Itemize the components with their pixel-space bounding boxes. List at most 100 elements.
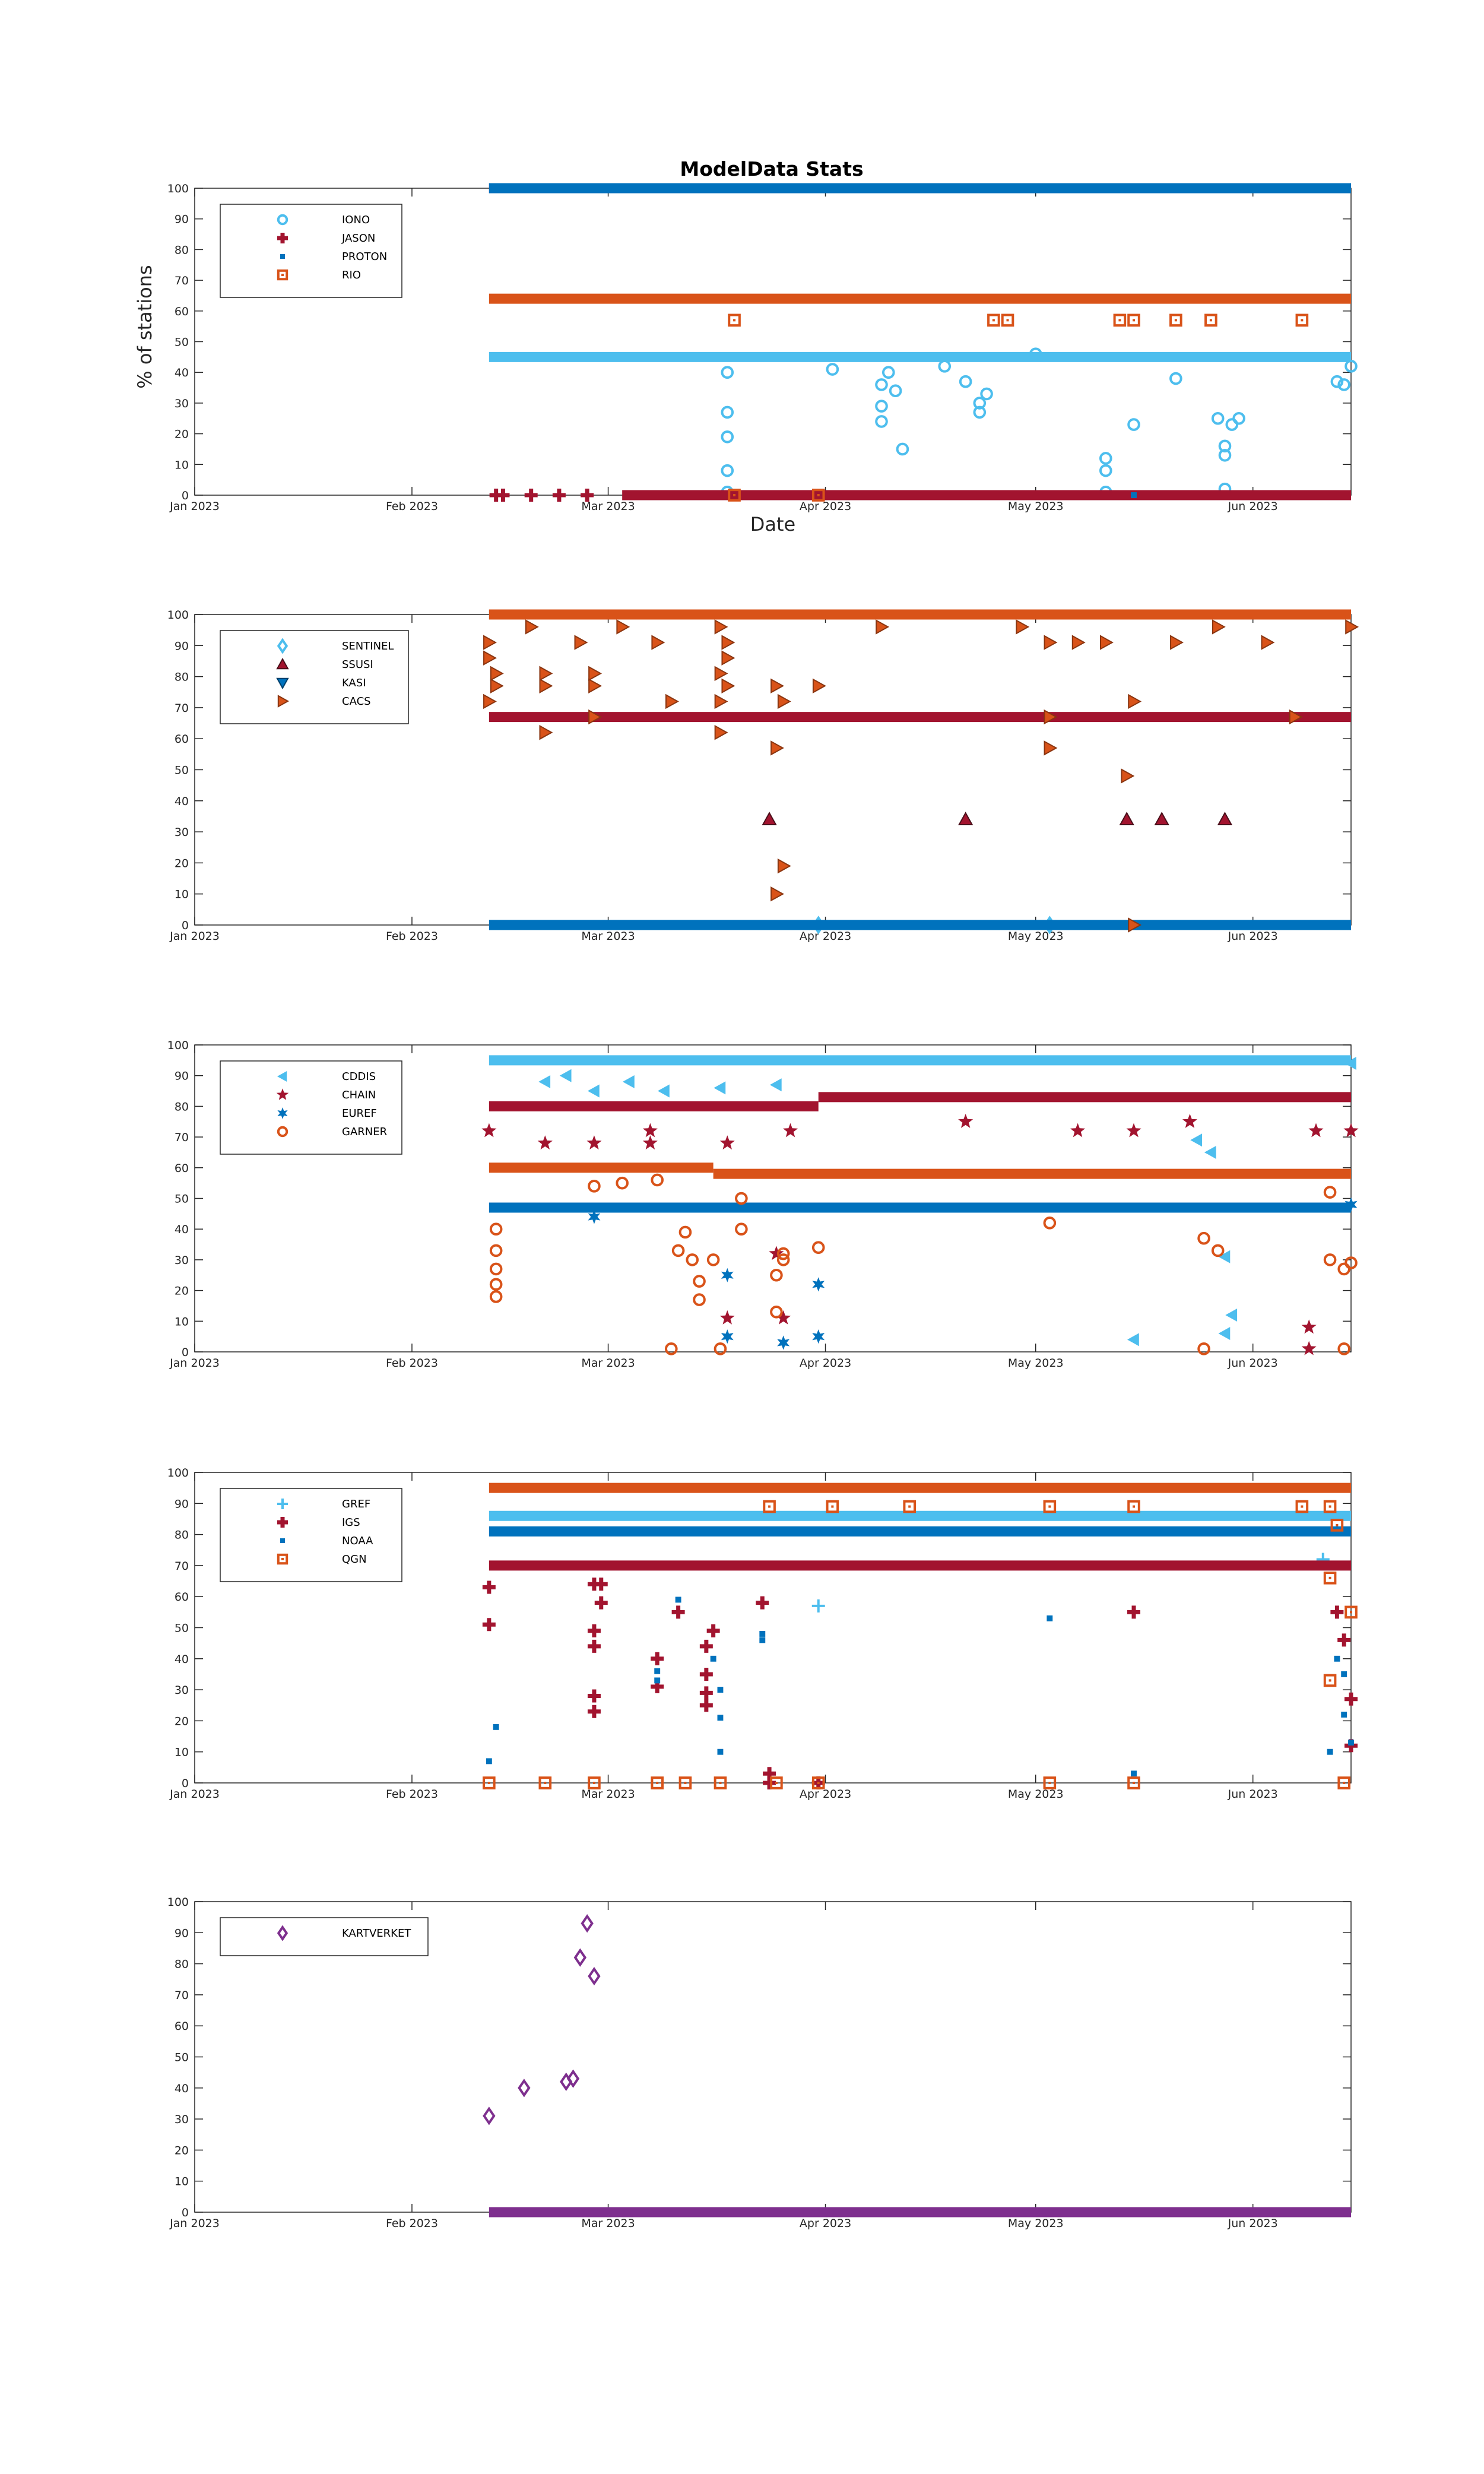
data-point [728,313,741,327]
data-point [770,1268,783,1282]
legend-label: JASON [341,232,375,245]
data-point [587,1639,601,1653]
data-point [1128,917,1142,933]
data-point [721,464,734,477]
data-point [777,858,791,874]
data-point [826,1500,839,1513]
y-tick-label: 100 [167,1896,189,1909]
plot-area [483,609,1359,935]
y-tick-label: 30 [175,1684,189,1697]
data-point [1016,619,1030,635]
data-point [811,1776,825,1789]
data-point [714,1081,726,1095]
data-point [483,635,497,650]
legend: KARTVERKET [220,1917,429,1956]
data-point [1043,1776,1057,1789]
legend: SENTINEL SSUSI KASI CACS [220,630,409,724]
data-point [654,1668,661,1674]
x-tick-label: Mar 2023 [581,1788,635,1801]
data-point [1337,1633,1351,1647]
data-point [1070,1123,1086,1138]
data-point [717,1715,724,1721]
plot-area [483,1914,1351,2218]
data-point [525,619,539,635]
data-point [622,1075,635,1089]
data-point [889,384,902,398]
legend-label: QGN [342,1553,367,1566]
series-garner [489,1162,1358,1355]
y-tick-label: 20 [175,857,189,870]
data-point [735,1192,748,1205]
data-point [714,666,728,682]
data-point [483,2106,496,2125]
legend-label: RIO [342,269,361,281]
y-tick-label: 100 [167,609,189,622]
data-point [588,678,603,693]
data-point [642,1123,658,1138]
y-tick-label: 20 [175,1285,189,1298]
y-tick-label: 90 [175,1927,189,1940]
y-tick-label: 20 [175,428,189,441]
data-point [483,1776,496,1789]
data-point [1348,1740,1354,1746]
data-point [1212,619,1226,635]
data-point [616,1176,629,1190]
plot-area [481,1055,1359,1355]
data-point [1218,439,1232,453]
data-point [776,1253,790,1266]
data-point [482,1618,496,1632]
y-axis-label: % of stations [134,265,156,388]
series-proton [489,183,1351,498]
data-point [770,740,784,756]
data-point [489,1222,503,1236]
data-point [538,1075,551,1089]
y-tick-label: 100 [167,1466,189,1480]
data-point [1327,1748,1333,1755]
data-point [1121,768,1135,784]
data-point [735,1222,748,1236]
legend-label: CACS [342,695,371,708]
data-point [671,1605,685,1619]
data-point [588,1966,601,1986]
data-point [1197,1342,1210,1355]
data-point [588,709,603,725]
data-point [588,1209,601,1224]
plot-area [489,183,1358,502]
data-point [539,725,553,740]
data-point [489,1262,503,1276]
data-point [581,489,594,502]
figure-title: ModelData Stats [680,157,863,180]
x-tick-label: Feb 2023 [386,500,438,513]
y-tick-label: 50 [175,2051,189,2064]
legend-label: IGS [342,1516,360,1529]
legend-label: CDDIS [342,1070,376,1083]
series-cacs [483,609,1359,933]
legend-label: KARTVERKET [342,1927,411,1940]
x-tick-label: Jan 2023 [169,930,220,943]
data-point [699,1667,713,1681]
data-point [777,1335,790,1350]
data-point [769,1078,782,1092]
data-point [594,1596,608,1610]
series-kartverket [483,1914,1351,2218]
data-point [586,1135,602,1150]
panel-2: 0 10 20 30 40 50 60 70 80 90 100 Jan 2023 Feb 2023 Ma… [167,609,1359,943]
legend-marker [277,214,288,226]
legend-marker [276,677,289,690]
data-point [1289,709,1303,725]
data-point [671,1244,685,1257]
y-tick-label: 60 [175,733,189,746]
y-tick-label: 80 [175,671,189,684]
data-point [875,415,888,428]
data-point [1113,313,1127,327]
x-tick-label: Apr 2023 [800,930,851,943]
data-point [706,1624,720,1637]
data-point [1211,1244,1225,1257]
data-point [642,1135,658,1150]
data-point [903,1500,917,1513]
series-qgn [483,1483,1358,1789]
data-point [1029,347,1042,360]
data-point [973,406,987,419]
y-tick-label: 30 [175,826,189,839]
